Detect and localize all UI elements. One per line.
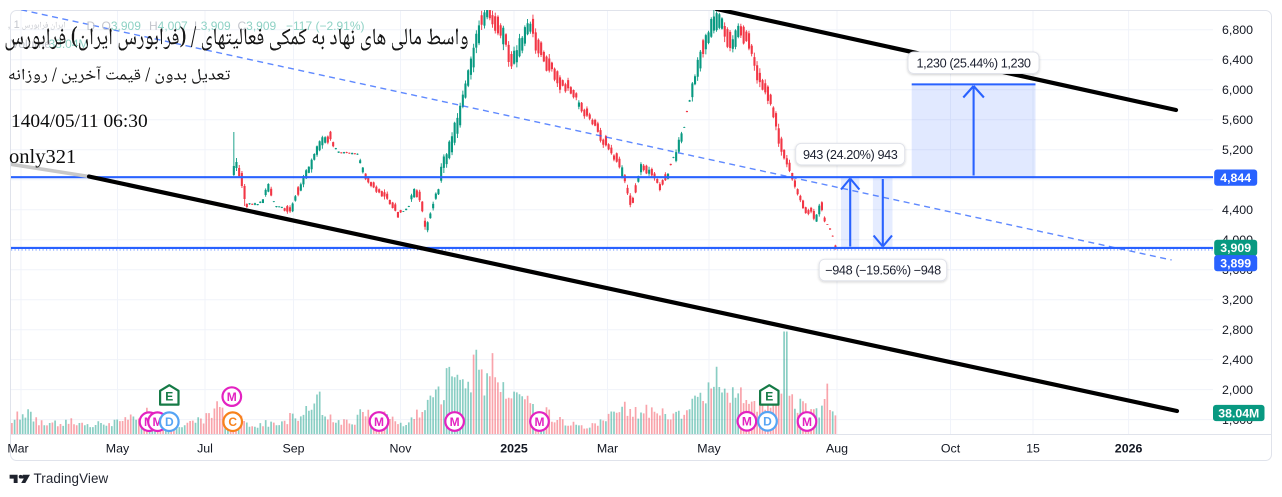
svg-text:D: D — [165, 415, 174, 429]
svg-text:1404/05/11 06:30: 1404/05/11 06:30 — [11, 111, 148, 132]
svg-text:H4,007: H4,007 — [149, 19, 188, 33]
svg-text:Sep: Sep — [282, 442, 304, 456]
svg-text:15: 15 — [1026, 442, 1040, 456]
svg-text:D: D — [87, 19, 96, 33]
svg-text:38.04M: 38.04M — [1218, 406, 1259, 420]
svg-text:C: C — [228, 415, 237, 429]
svg-text:E: E — [765, 390, 773, 404]
svg-text:C3,909: C3,909 — [238, 19, 277, 33]
svg-text:4,844: 4,844 — [1220, 171, 1251, 185]
svg-text:4,400: 4,400 — [1222, 203, 1253, 217]
svg-text:2026: 2026 — [1115, 442, 1143, 456]
svg-text:Aug: Aug — [826, 442, 848, 456]
svg-text:L3,909: L3,909 — [194, 19, 231, 33]
svg-text:3,200: 3,200 — [1222, 293, 1253, 307]
svg-text:, 1: , 1 — [8, 19, 20, 31]
svg-text:O3,909: O3,909 — [102, 19, 142, 33]
svg-text:TradingView: TradingView — [34, 471, 109, 486]
svg-text:M: M — [374, 415, 384, 429]
svg-text:May: May — [697, 442, 721, 456]
svg-text:only321: only321 — [9, 146, 76, 168]
svg-text:1,230 (25.44%) 1,230: 1,230 (25.44%) 1,230 — [916, 56, 1030, 70]
svg-text:943 (24.20%) 943: 943 (24.20%) 943 — [803, 148, 898, 162]
svg-text:2,800: 2,800 — [1222, 323, 1253, 337]
svg-text:2,000: 2,000 — [1222, 383, 1253, 397]
svg-text:Mar: Mar — [7, 442, 28, 456]
svg-text:May: May — [106, 442, 130, 456]
svg-text:M: M — [742, 415, 752, 429]
svg-text:−948 (−19.56%) −948: −948 (−19.56%) −948 — [825, 264, 941, 278]
svg-text:Jul: Jul — [197, 442, 213, 456]
svg-text:2,400: 2,400 — [1222, 353, 1253, 367]
svg-text:38.04M: 38.04M — [49, 37, 89, 51]
svg-text:E: E — [165, 390, 173, 404]
svg-text:M: M — [450, 415, 460, 429]
svg-text:6,000: 6,000 — [1222, 83, 1253, 97]
svg-text:6,400: 6,400 — [1222, 53, 1253, 67]
svg-text:Mar: Mar — [597, 442, 618, 456]
svg-text:Oct: Oct — [941, 442, 961, 456]
svg-text:5,600: 5,600 — [1222, 113, 1253, 127]
svg-text:Volume: Volume — [11, 37, 51, 51]
svg-text:3,909: 3,909 — [1220, 241, 1251, 255]
svg-text:M: M — [802, 415, 812, 429]
svg-text:Nov: Nov — [389, 442, 412, 456]
svg-text:3,899: 3,899 — [1220, 257, 1251, 271]
svg-text:5,200: 5,200 — [1222, 143, 1253, 157]
svg-text:M: M — [535, 415, 545, 429]
svg-text:2025: 2025 — [500, 442, 528, 456]
svg-text:D: D — [763, 415, 772, 429]
svg-text:M: M — [153, 415, 163, 429]
svg-text:6,800: 6,800 — [1222, 23, 1253, 37]
svg-text:M: M — [227, 390, 237, 404]
